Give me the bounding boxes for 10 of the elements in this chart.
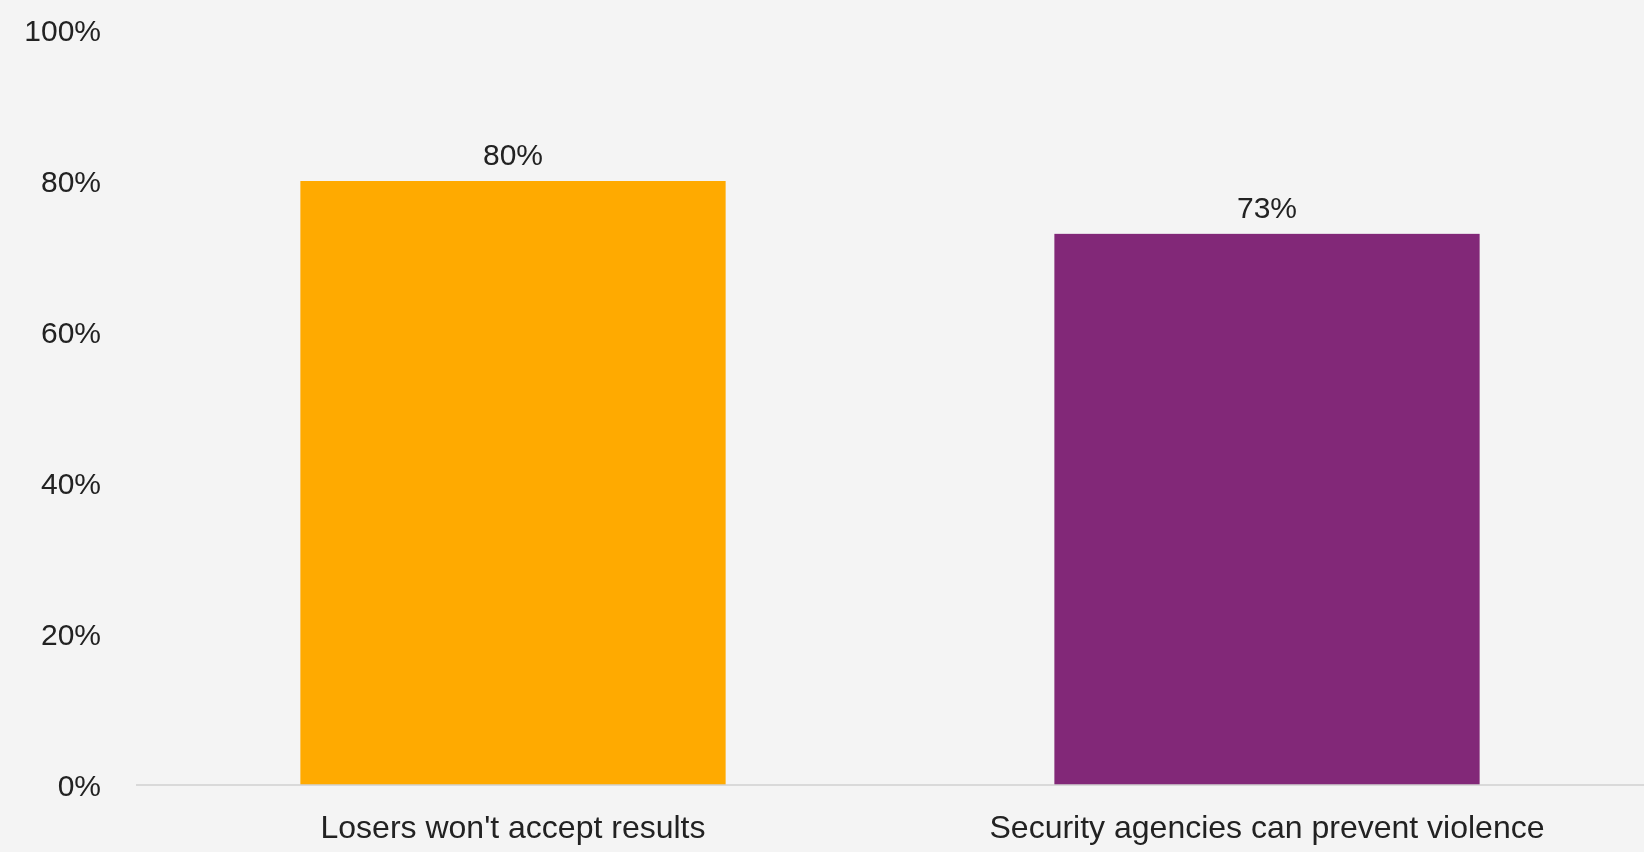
y-tick-label: 100% [24,13,101,47]
y-tick-label: 20% [40,617,101,651]
y-tick-label: 40% [40,466,101,500]
y-tick-label: 80% [40,164,101,198]
y-tick-label: 60% [40,315,101,349]
data-label: 73% [1236,190,1298,224]
y-tick-label: 0% [57,768,101,802]
data-label: 80% [482,138,544,171]
x-tick-label: Security agencies can prevent violence [989,809,1545,845]
x-tick-label: Losers won't accept results [320,809,706,845]
